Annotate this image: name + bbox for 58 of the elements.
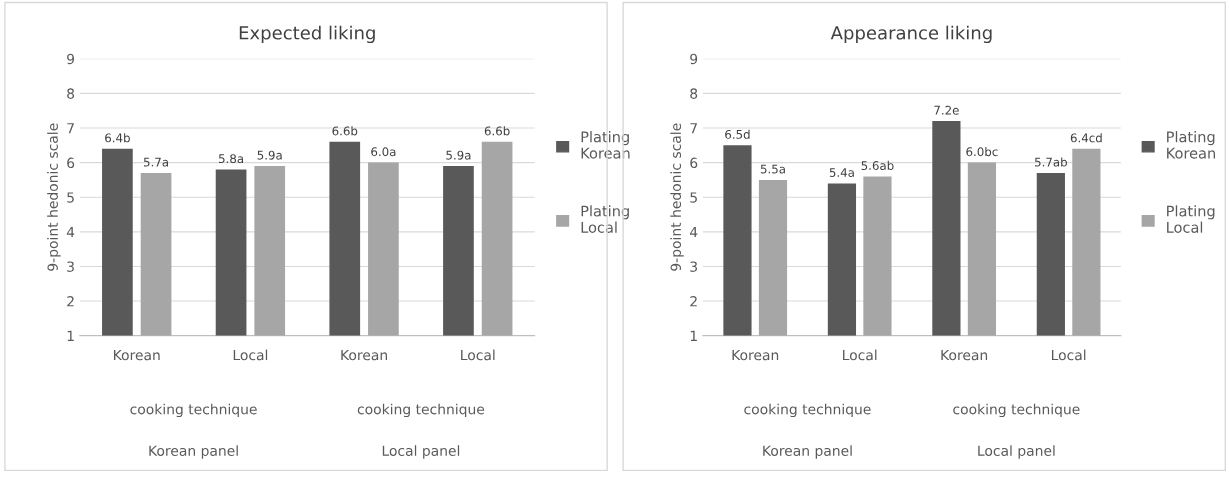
y-tick-label: 7	[67, 123, 74, 134]
x-tick-label: Local	[843, 349, 877, 361]
data-label: 5.9a	[257, 150, 282, 160]
y-tick-label: 4	[66, 226, 75, 238]
legend-label: Plating Korean	[581, 131, 630, 159]
data-label: 6.0bc	[966, 147, 998, 157]
legend-label: Plating Korean	[1167, 131, 1215, 159]
y-tick-label: 8	[67, 88, 75, 99]
y-tick-label: 6	[67, 157, 75, 169]
y-tick-label: 2	[690, 296, 697, 307]
text: cooking technique	[744, 403, 871, 418]
x-tick-label: Local	[1051, 349, 1086, 361]
data-label: 6.6b	[484, 126, 510, 136]
y-tick-label: 8	[690, 88, 698, 99]
y-tick-label: 2	[67, 296, 74, 307]
y-tick-label: 5	[690, 192, 697, 203]
y-tick-label: 4	[689, 226, 698, 238]
y-tick-label: 9	[690, 53, 698, 65]
data-label: 5.7ab	[1035, 157, 1067, 167]
x-tick-label: Korean	[114, 349, 160, 361]
y-tick-label: 6	[690, 157, 698, 169]
y-tick-label: 7	[690, 123, 697, 134]
text: Local panel	[382, 445, 460, 459]
data-label: 7.2e	[934, 105, 959, 115]
text: Korean panel	[149, 445, 238, 459]
x-tick-label: Korean	[732, 349, 779, 361]
text: cooking technique	[357, 403, 485, 418]
legend-label: Plating Local	[581, 205, 629, 233]
y-axis-title: 9-point hedonic scale	[670, 123, 684, 271]
y-axis-title: 9-point hedonic scale	[47, 123, 61, 271]
chart-title: Appearance liking	[830, 25, 992, 44]
legend-label: Plating Local	[1167, 205, 1215, 233]
data-label: 5.4a	[829, 168, 854, 177]
x-tick-label: Korean	[941, 349, 988, 361]
data-label: 6.6b	[332, 126, 358, 136]
data-label: 6.4b	[105, 133, 130, 143]
text: Korean panel	[763, 445, 852, 459]
text: cooking technique	[130, 403, 257, 418]
data-label: 5.5a	[760, 164, 785, 174]
x-tick-label: Korean	[341, 349, 387, 361]
y-tick-label: 1	[690, 330, 697, 341]
data-label: 6.5d	[725, 129, 750, 139]
data-label: 5.7a	[143, 157, 168, 167]
chart-title: Expected liking	[239, 25, 375, 44]
data-label: 6.4cd	[1070, 133, 1102, 143]
data-label: 5.6ab	[861, 160, 894, 171]
y-tick-label: 1	[67, 330, 74, 341]
text: cooking technique	[953, 403, 1080, 418]
text: Local panel	[978, 445, 1055, 459]
y-tick-label: 9	[67, 53, 75, 65]
data-label: 6.0a	[371, 147, 396, 157]
x-tick-label: Local	[233, 349, 268, 361]
data-label: 5.9a	[446, 150, 471, 160]
x-tick-label: Local	[461, 349, 495, 361]
y-tick-label: 3	[67, 261, 74, 272]
y-tick-label: 5	[67, 192, 74, 203]
data-label: 5.8a	[218, 154, 244, 164]
y-tick-label: 3	[690, 261, 698, 272]
